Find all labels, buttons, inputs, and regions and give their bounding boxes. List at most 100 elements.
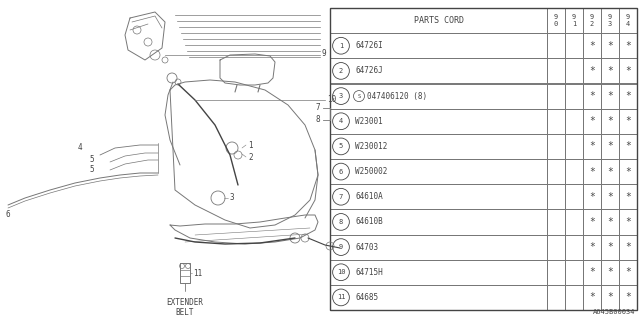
Text: 5: 5 bbox=[90, 165, 94, 174]
Bar bbox=[583, 159, 601, 184]
Text: *: * bbox=[625, 267, 631, 277]
Bar bbox=[565, 260, 583, 285]
Bar bbox=[619, 159, 637, 184]
Text: 047406120 (8): 047406120 (8) bbox=[367, 92, 427, 100]
Text: *: * bbox=[589, 116, 595, 126]
Text: *: * bbox=[589, 167, 595, 177]
Bar bbox=[565, 235, 583, 260]
Text: *: * bbox=[607, 167, 613, 177]
Text: *: * bbox=[589, 267, 595, 277]
Bar bbox=[583, 109, 601, 134]
Bar bbox=[565, 58, 583, 84]
Bar bbox=[547, 84, 565, 109]
Text: *: * bbox=[589, 141, 595, 151]
Text: S: S bbox=[357, 93, 360, 99]
Text: *: * bbox=[589, 91, 595, 101]
Bar bbox=[330, 8, 547, 33]
Text: 5: 5 bbox=[90, 156, 94, 164]
Bar bbox=[547, 159, 565, 184]
Bar bbox=[330, 58, 547, 84]
Bar bbox=[619, 235, 637, 260]
Bar bbox=[601, 84, 619, 109]
Bar bbox=[565, 209, 583, 235]
Text: 5: 5 bbox=[339, 143, 343, 149]
Bar bbox=[330, 235, 547, 260]
Text: *: * bbox=[625, 116, 631, 126]
Bar bbox=[547, 33, 565, 58]
Text: 64610B: 64610B bbox=[355, 217, 383, 227]
Bar bbox=[330, 184, 547, 209]
Text: *: * bbox=[625, 292, 631, 302]
Bar bbox=[619, 184, 637, 209]
Bar bbox=[547, 58, 565, 84]
Bar bbox=[619, 109, 637, 134]
Bar bbox=[601, 184, 619, 209]
Text: 11: 11 bbox=[337, 294, 345, 300]
Text: 64726I: 64726I bbox=[355, 41, 383, 50]
Bar bbox=[565, 134, 583, 159]
Bar bbox=[330, 109, 547, 134]
Text: 4: 4 bbox=[77, 143, 82, 153]
Bar bbox=[583, 260, 601, 285]
Text: 3: 3 bbox=[230, 194, 235, 203]
Bar bbox=[619, 33, 637, 58]
Text: *: * bbox=[607, 66, 613, 76]
Text: 9: 9 bbox=[322, 49, 326, 58]
Bar bbox=[601, 8, 619, 33]
Text: 1: 1 bbox=[248, 140, 253, 149]
Bar bbox=[547, 184, 565, 209]
Text: *: * bbox=[625, 66, 631, 76]
Text: A645B00034: A645B00034 bbox=[593, 309, 635, 315]
Bar bbox=[330, 260, 547, 285]
Text: 64685: 64685 bbox=[355, 293, 378, 302]
Text: 2: 2 bbox=[248, 153, 253, 162]
Bar bbox=[565, 109, 583, 134]
Bar bbox=[583, 8, 601, 33]
Bar bbox=[565, 8, 583, 33]
Bar bbox=[583, 84, 601, 109]
Text: 7: 7 bbox=[339, 194, 343, 200]
Text: 9
3: 9 3 bbox=[608, 14, 612, 27]
Bar bbox=[547, 260, 565, 285]
Bar bbox=[619, 84, 637, 109]
Text: *: * bbox=[589, 242, 595, 252]
Text: *: * bbox=[607, 91, 613, 101]
Bar bbox=[619, 285, 637, 310]
Text: 9
4: 9 4 bbox=[626, 14, 630, 27]
Text: *: * bbox=[589, 41, 595, 51]
Bar bbox=[601, 285, 619, 310]
Text: *: * bbox=[625, 41, 631, 51]
Text: 10: 10 bbox=[327, 94, 336, 103]
Bar bbox=[601, 209, 619, 235]
Bar bbox=[601, 134, 619, 159]
Bar bbox=[601, 58, 619, 84]
Text: 9: 9 bbox=[339, 244, 343, 250]
Text: 8: 8 bbox=[339, 219, 343, 225]
Bar bbox=[330, 134, 547, 159]
Text: *: * bbox=[625, 242, 631, 252]
Text: EXTENDER: EXTENDER bbox=[166, 298, 204, 307]
Bar bbox=[565, 33, 583, 58]
Text: 3: 3 bbox=[339, 93, 343, 99]
Bar bbox=[547, 235, 565, 260]
Bar bbox=[583, 209, 601, 235]
Bar bbox=[565, 285, 583, 310]
Text: *: * bbox=[607, 192, 613, 202]
Text: 64703: 64703 bbox=[355, 243, 378, 252]
Text: 11: 11 bbox=[193, 268, 202, 277]
Text: 4: 4 bbox=[339, 118, 343, 124]
Bar bbox=[619, 260, 637, 285]
Text: *: * bbox=[625, 141, 631, 151]
Text: 64715H: 64715H bbox=[355, 268, 383, 277]
Bar bbox=[601, 260, 619, 285]
Text: *: * bbox=[607, 242, 613, 252]
Text: *: * bbox=[589, 66, 595, 76]
Text: *: * bbox=[625, 167, 631, 177]
Text: *: * bbox=[607, 217, 613, 227]
Bar bbox=[601, 159, 619, 184]
Text: 7: 7 bbox=[316, 102, 320, 111]
Bar bbox=[565, 184, 583, 209]
Text: 9
1: 9 1 bbox=[572, 14, 576, 27]
Text: *: * bbox=[589, 292, 595, 302]
Text: 8: 8 bbox=[316, 116, 320, 124]
